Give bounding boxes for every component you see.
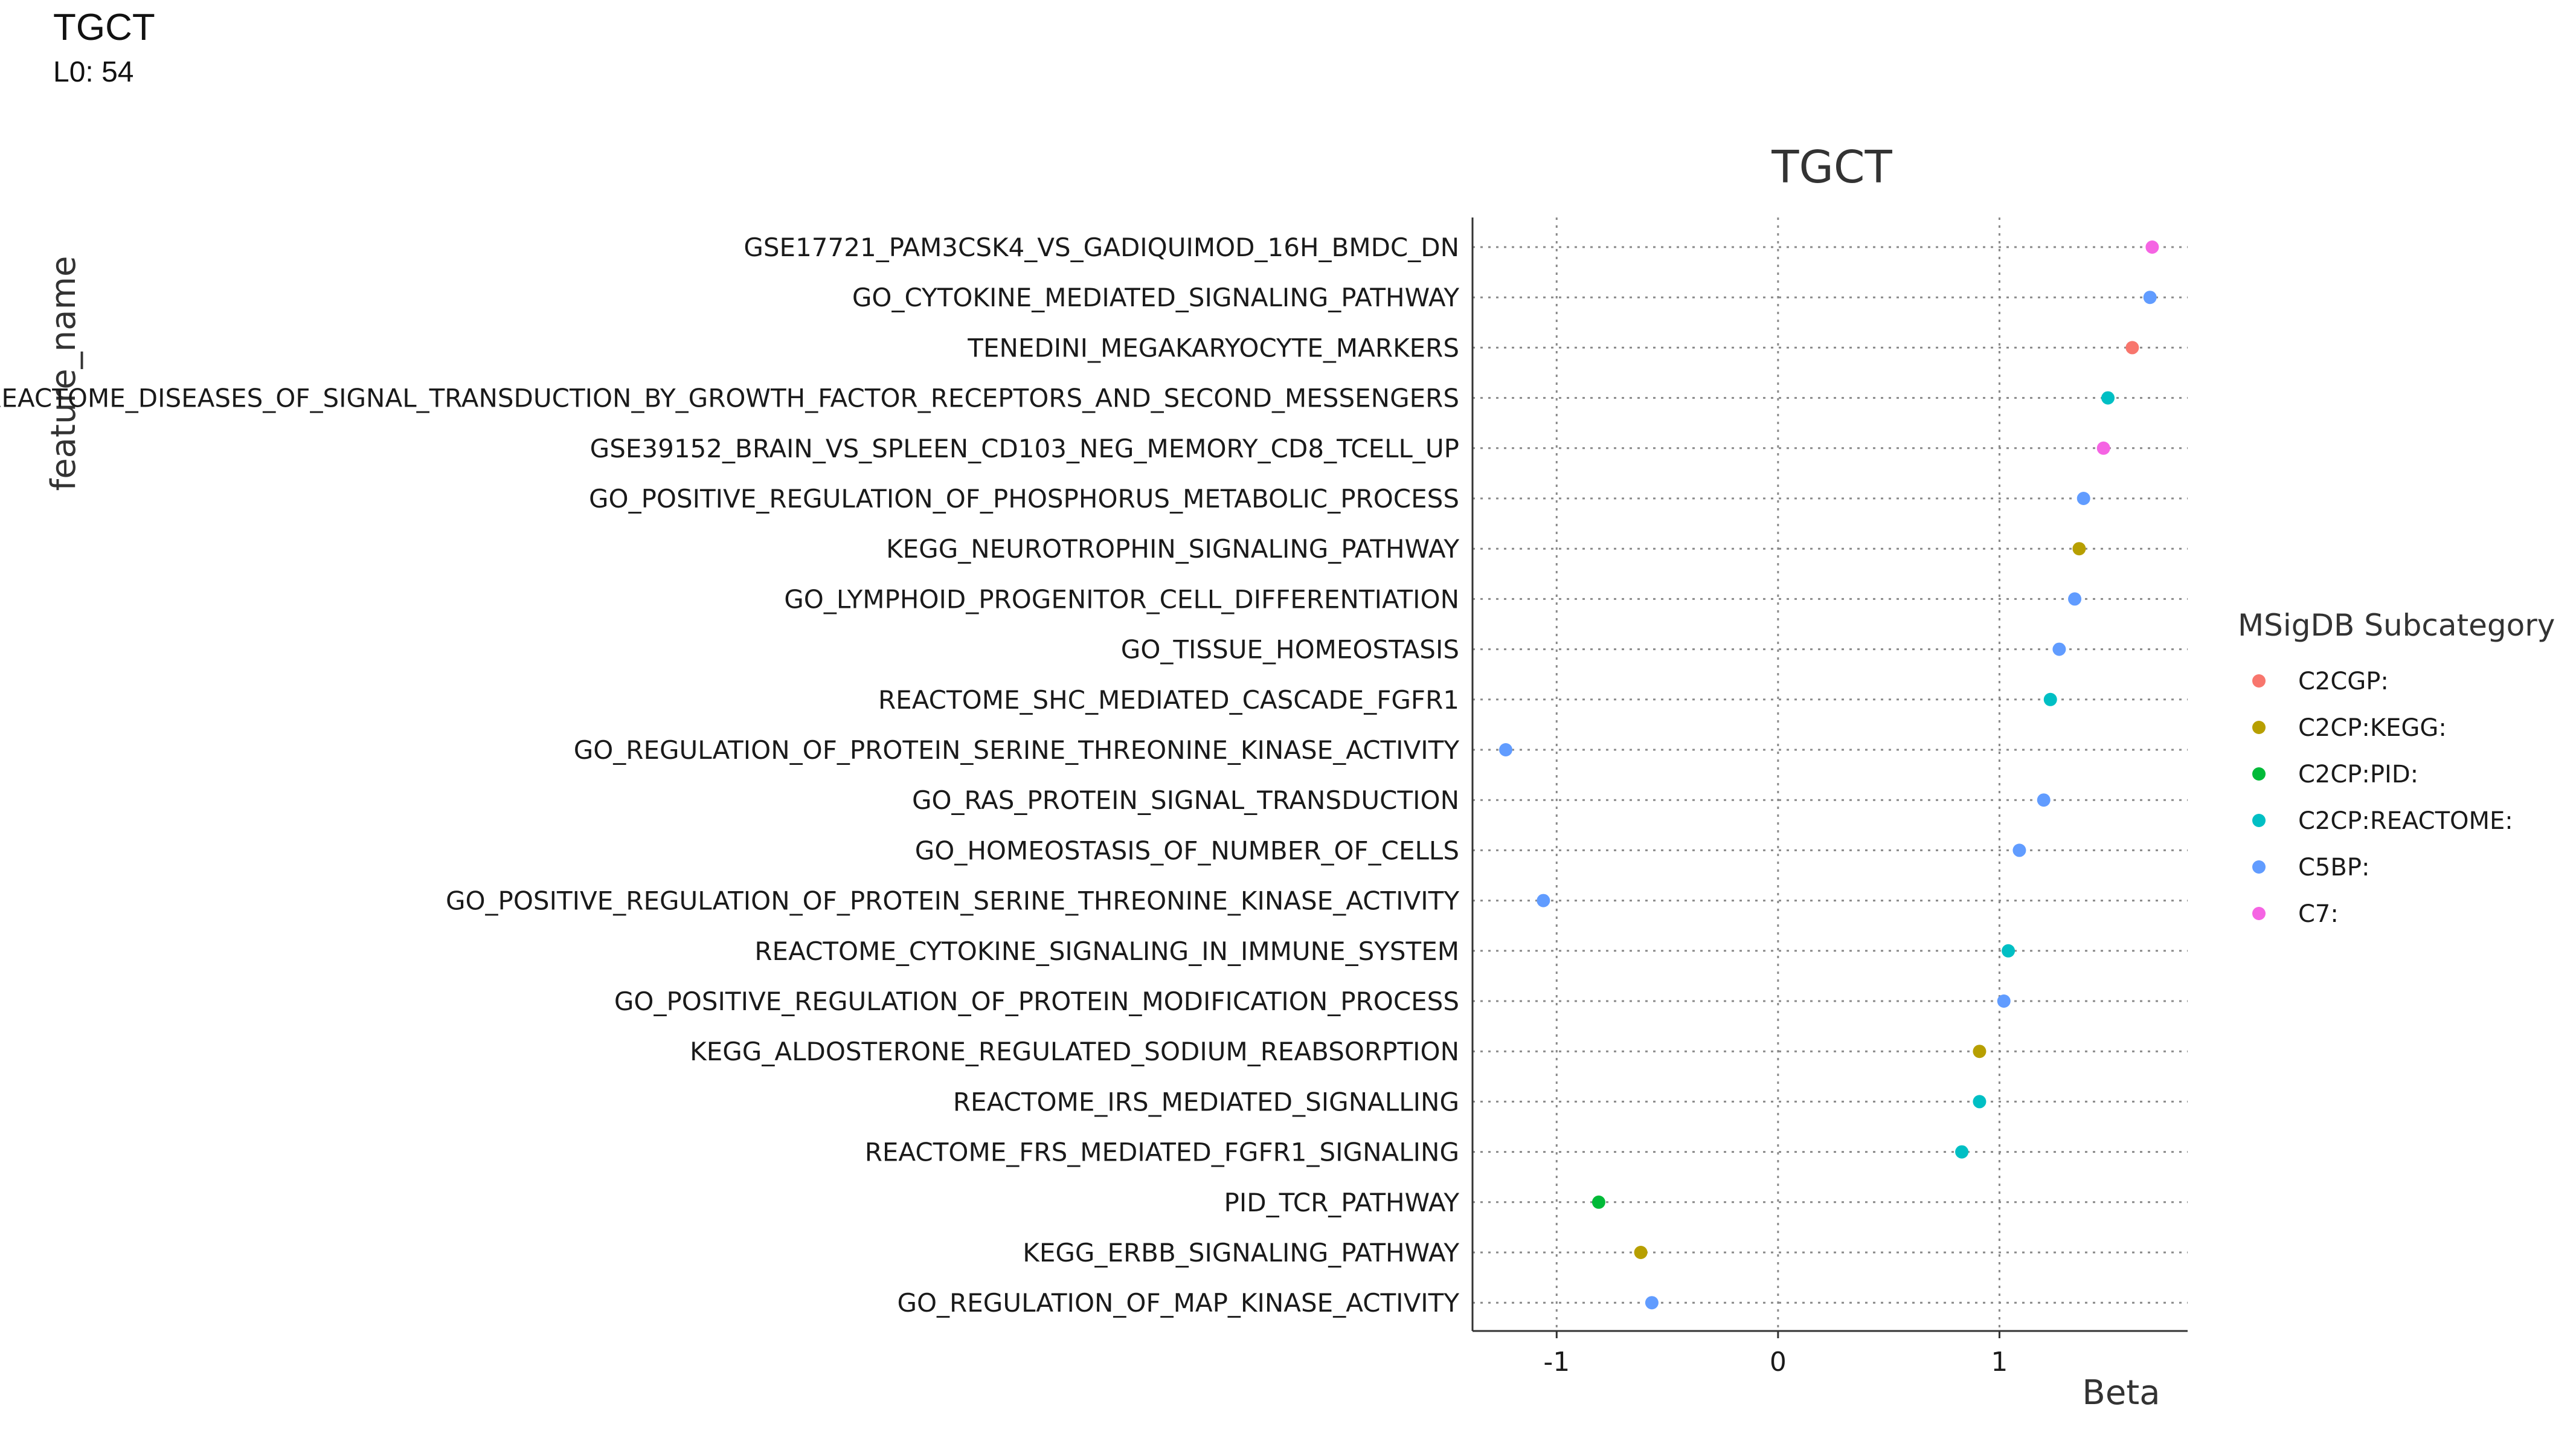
data-point: [2052, 642, 2066, 656]
legend-items: C2CGP: C2CP:KEGG: C2CP:PID: C2CP:REACTOME: C…: [2252, 668, 2513, 928]
grid-lines: [1473, 218, 2188, 1331]
x-tick-labels: -1 0 1: [1543, 1347, 2008, 1378]
feature-label: TENEDINI_MEGAKARYOCYTE_MARKERS: [967, 333, 1459, 362]
feature-label: GSE39152_BRAIN_VS_SPLEEN_CD103_NEG_MEMOR…: [590, 434, 1459, 463]
chart-title: TGCT: [1771, 141, 1892, 193]
legend-title: MSigDB Subcategory: [2238, 608, 2555, 643]
feature-label: GO_HOMEOSTASIS_OF_NUMBER_OF_CELLS: [915, 836, 1459, 865]
legend-label: C7:: [2298, 900, 2339, 928]
feature-label: GO_POSITIVE_REGULATION_OF_PHOSPHORUS_MET…: [589, 484, 1459, 514]
feature-label: GO_LYMPHOID_PROGENITOR_CELL_DIFFERENTIAT…: [784, 584, 1459, 614]
feature-label: KEGG_ALDOSTERONE_REGULATED_SODIUM_REABSO…: [690, 1037, 1459, 1066]
data-point: [2068, 592, 2082, 606]
feature-label: GO_TISSUE_HOMEOSTASIS: [1121, 635, 1459, 665]
data-point: [1973, 1095, 1987, 1109]
data-point: [2002, 944, 2016, 958]
x-axis-label: Beta: [2082, 1373, 2160, 1413]
data-point: [2096, 441, 2110, 455]
page-subtitle: L0: 54: [53, 56, 134, 88]
feature-label: REACTOME_SHC_MEDIATED_CASCADE_FGFR1: [878, 685, 1459, 715]
x-tick-label: -1: [1543, 1347, 1570, 1378]
legend-label: C5BP:: [2298, 854, 2369, 881]
feature-label: REACTOME_DISEASES_OF_SIGNAL_TRANSDUCTION…: [0, 384, 1459, 413]
legend-swatch: [2252, 721, 2266, 734]
feature-label: PID_TCR_PATHWAY: [1224, 1188, 1460, 1217]
data-point: [1645, 1296, 1659, 1310]
legend-swatch: [2252, 674, 2266, 688]
feature-label: KEGG_NEUROTROPHIN_SIGNALING_PATHWAY: [886, 534, 1459, 564]
data-point: [1634, 1246, 1648, 1259]
feature-label: REACTOME_FRS_MEDIATED_FGFR1_SIGNALING: [865, 1138, 1459, 1167]
data-point: [2143, 291, 2157, 304]
data-point: [1997, 994, 2011, 1008]
legend-swatch: [2252, 860, 2266, 874]
feature-label: GO_RAS_PROTEIN_SIGNAL_TRANSDUCTION: [912, 785, 1459, 815]
x-tick-label: 1: [1991, 1347, 2008, 1378]
data-point: [2125, 341, 2139, 355]
x-tick-label: 0: [1770, 1347, 1787, 1378]
data-point: [2072, 542, 2086, 556]
data-point: [1973, 1045, 1987, 1058]
legend-swatch: [2252, 907, 2266, 920]
data-point: [1537, 894, 1550, 907]
data-point: [2101, 391, 2115, 405]
legend-label: C2CGP:: [2298, 668, 2389, 695]
data-point: [1498, 743, 1512, 756]
data-point: [1955, 1145, 1969, 1159]
feature-label: REACTOME_CYTOKINE_SIGNALING_IN_IMMUNE_SY…: [754, 936, 1459, 966]
page-title: TGCT: [53, 7, 155, 48]
legend-label: C2CP:REACTOME:: [2298, 807, 2513, 835]
feature-labels: GSE17721_PAM3CSK4_VS_GADIQUIMOD_16H_BMDC…: [0, 233, 1459, 1318]
legend-swatch: [2252, 814, 2266, 827]
feature-label: KEGG_ERBB_SIGNALING_PATHWAY: [1023, 1238, 1459, 1268]
feature-label: GO_REGULATION_OF_PROTEIN_SERINE_THREONIN…: [574, 735, 1460, 765]
axes: [1471, 218, 2188, 1338]
y-axis-label: feature_name: [44, 256, 83, 491]
feature-label: GSE17721_PAM3CSK4_VS_GADIQUIMOD_16H_BMDC…: [744, 233, 1459, 262]
feature-label: GO_POSITIVE_REGULATION_OF_PROTEIN_MODIFI…: [614, 987, 1459, 1016]
data-points: [1498, 240, 2159, 1310]
feature-label: GO_CYTOKINE_MEDIATED_SIGNALING_PATHWAY: [852, 283, 1459, 312]
data-point: [2012, 843, 2026, 857]
feature-label: GO_REGULATION_OF_MAP_KINASE_ACTIVITY: [897, 1288, 1459, 1318]
data-point: [2145, 240, 2159, 254]
data-point: [1592, 1195, 1605, 1209]
legend: MSigDB Subcategory C2CGP: C2CP:KEGG: C2CP:…: [2238, 608, 2555, 928]
feature-label: REACTOME_IRS_MEDIATED_SIGNALLING: [953, 1087, 1459, 1116]
legend-swatch: [2252, 767, 2266, 781]
data-point: [2043, 692, 2057, 706]
data-point: [2037, 793, 2051, 807]
feature-label: GO_POSITIVE_REGULATION_OF_PROTEIN_SERINE…: [446, 886, 1459, 916]
data-point: [2077, 492, 2090, 505]
legend-label: C2CP:KEGG:: [2298, 714, 2447, 742]
legend-label: C2CP:PID:: [2298, 761, 2418, 788]
